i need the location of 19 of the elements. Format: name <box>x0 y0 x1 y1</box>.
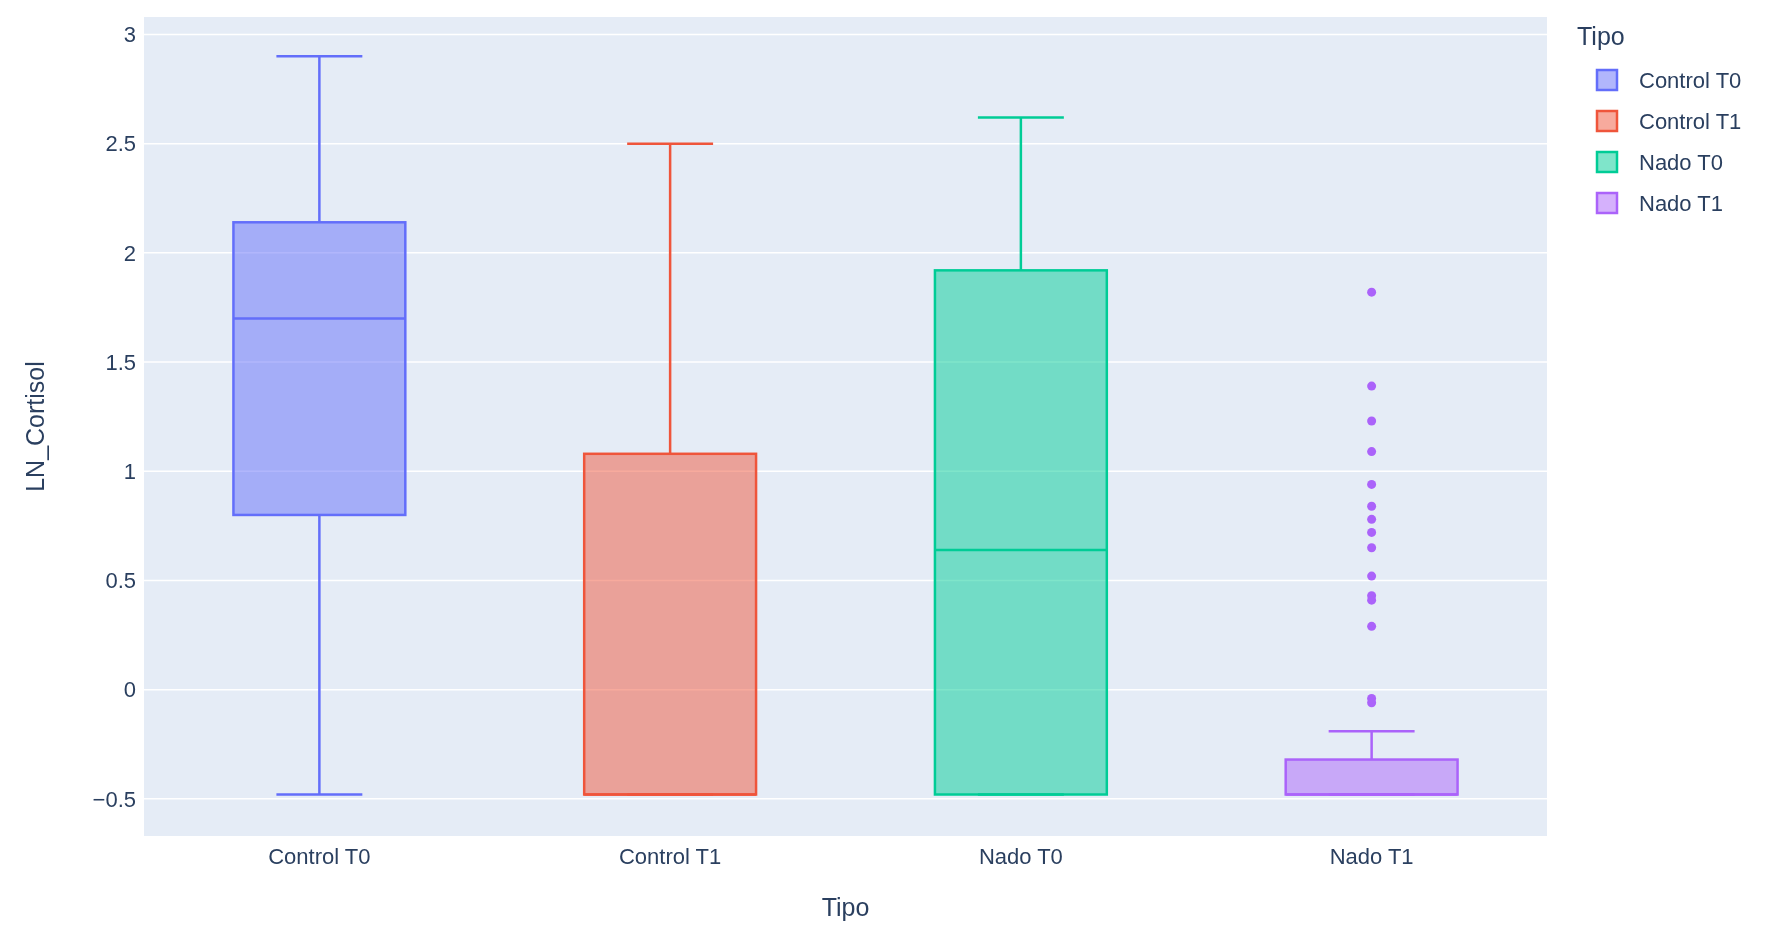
y-tick-label: 0.5 <box>105 568 136 594</box>
legend-label: Control T0 <box>1639 67 1742 93</box>
x-tick-label: Control T0 <box>268 844 371 869</box>
legend-title: Tipo <box>1577 22 1625 50</box>
y-tick-label: 1.5 <box>105 349 136 375</box>
y-tick-label: 2 <box>123 240 136 266</box>
legend-label: Control T1 <box>1639 108 1742 134</box>
legend-label: Nado T1 <box>1639 190 1723 216</box>
x-tick-label: Control T1 <box>618 844 722 869</box>
y-tick-label: 1 <box>123 458 136 484</box>
x-axis-title: Tipo <box>821 893 870 921</box>
y-tick-label: −0.5 <box>92 786 136 812</box>
y-tick-label: 2.5 <box>105 131 136 157</box>
x-tick-label: Nado T1 <box>1329 844 1414 869</box>
y-tick-label: 0 <box>123 677 136 703</box>
legend-label: Nado T0 <box>1639 149 1723 175</box>
y-axis-title: LN_Cortisol <box>21 361 49 492</box>
x-tick-label: Nado T0 <box>978 844 1063 869</box>
y-tick-label: 3 <box>123 22 136 48</box>
